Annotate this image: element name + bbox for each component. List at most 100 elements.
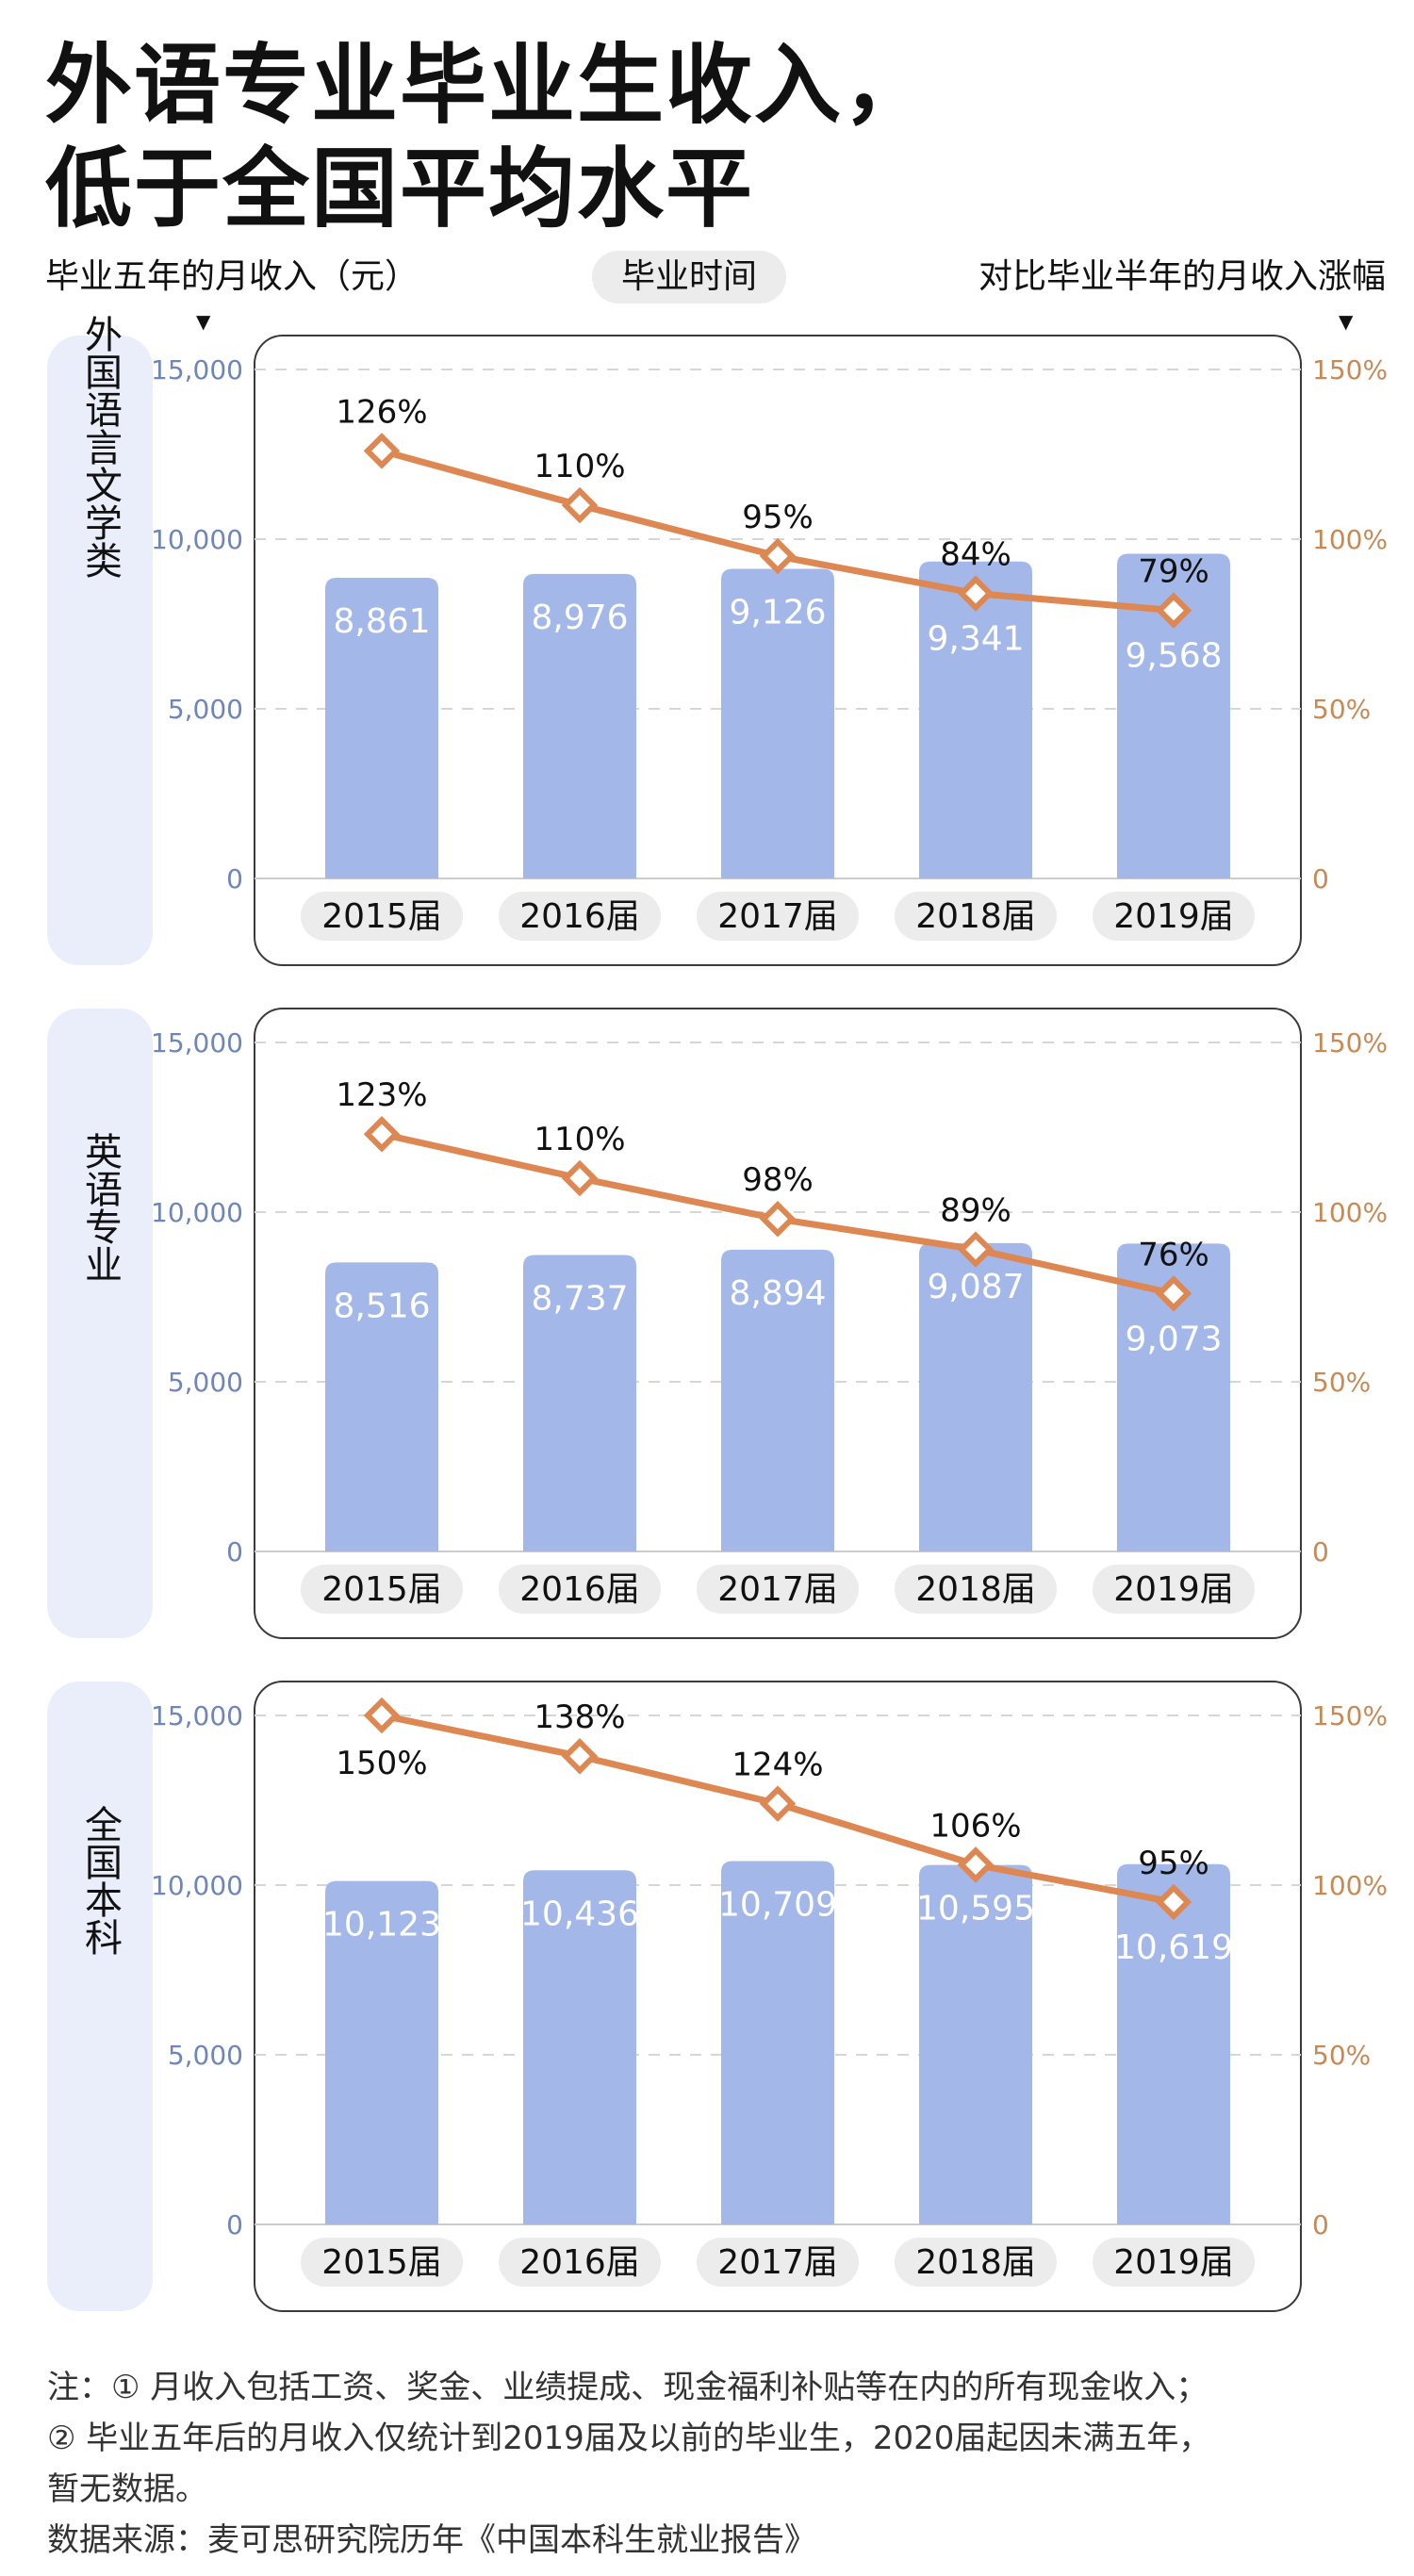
line-value-label: 106% <box>929 1807 1021 1845</box>
bar-value-label: 9,087 <box>927 1268 1024 1306</box>
category-label: 2017届 <box>717 1570 838 1609</box>
bar-value-label: 10,619 <box>1114 1928 1233 1967</box>
left-axis-tick-label: 10,000 <box>151 1197 243 1228</box>
category-label: 2015届 <box>321 897 442 936</box>
bar-value-label: 9,568 <box>1125 637 1222 676</box>
note-line-1: 注：① 月收入包括工资、奖金、业绩提成、现金福利补贴等在内的所有现金收入； <box>47 2369 1208 2406</box>
line-point <box>759 537 797 575</box>
category-label: 2017届 <box>717 2243 838 2282</box>
time-axis-header: 毕业时间 <box>592 251 786 304</box>
line-value-label: 89% <box>940 1192 1011 1230</box>
category-label: 2015届 <box>321 1570 442 1609</box>
left-axis-tick-label: 5,000 <box>168 694 243 725</box>
line-value-label: 150% <box>336 1745 427 1782</box>
bar <box>325 578 438 878</box>
left-axis-tick-label: 15,000 <box>151 354 243 386</box>
category-pill <box>499 892 661 941</box>
category-label: 2016届 <box>519 2243 640 2282</box>
bar <box>325 1880 438 2224</box>
category-label: 2018届 <box>915 897 1036 936</box>
right-axis-tick-label: 50% <box>1312 2040 1371 2071</box>
category-label: 2018届 <box>915 1570 1036 1609</box>
note-line-2: ② 毕业五年后的月收入仅统计到2019届及以前的毕业生，2020届起因未满五年， <box>47 2420 1211 2457</box>
bar <box>919 561 1032 878</box>
category-pill <box>301 892 463 941</box>
right-axis-tick-label: 150% <box>1312 1700 1388 1731</box>
chart-panel-foreign-language: 外国语言文学类 0 5,000 10,000 15,000 0 50% 100% 150% 8,8… <box>0 315 1414 971</box>
category-label: 2015届 <box>321 2243 442 2282</box>
category-pill <box>697 1565 859 1614</box>
source-line: 数据来源：麦可思研究院历年《中国本科生就业报告》 <box>47 2521 816 2559</box>
bar-value-label: 10,709 <box>718 1885 837 1924</box>
category-label: 2019届 <box>1113 2243 1234 2282</box>
bar <box>919 1864 1032 2224</box>
line-value-label: 84% <box>940 536 1011 574</box>
left-axis-tick-label: 15,000 <box>151 1700 243 1731</box>
chart-svg-foreign-language: 外国语言文学类 0 5,000 10,000 15,000 0 50% 100% 150% 8,8… <box>47 315 1388 966</box>
line-point <box>561 1159 599 1197</box>
bar-value-label: 8,976 <box>531 599 628 637</box>
bar-value-label: 10,123 <box>322 1906 441 1944</box>
title-line-2: 低于全国平均水平 <box>45 139 755 239</box>
category-pill <box>895 1565 1057 1614</box>
category-pill <box>895 892 1057 941</box>
panel-label-background <box>47 336 153 965</box>
page-title: 外语专业毕业生收入， 低于全国平均水平 <box>45 34 1365 241</box>
category-label: 2016届 <box>519 1570 640 1609</box>
line-value-label: 123% <box>336 1076 427 1114</box>
bar-value-label: 9,073 <box>1125 1320 1222 1358</box>
line-point <box>363 1697 401 1734</box>
panel-label-background <box>47 1682 153 2311</box>
plot-frame <box>254 1008 1302 1639</box>
category-label: 2017届 <box>717 897 838 936</box>
line-value-label: 76% <box>1138 1236 1209 1273</box>
bar-value-label: 10,436 <box>520 1895 639 1933</box>
category-label: 2016届 <box>519 897 640 936</box>
category-label: 2018届 <box>915 2243 1036 2282</box>
panel-label-background <box>47 1009 153 1638</box>
chart-svg-english: 英语专业 0 5,000 10,000 15,000 0 50% 100% 150% 8,516 8… <box>47 1008 1388 1639</box>
left-axis-tick-label: 15,000 <box>151 1027 243 1058</box>
left-axis-tick-label: 5,000 <box>168 1367 243 1398</box>
category-label: 2019届 <box>1113 897 1234 936</box>
right-axis-tick-label: 0 <box>1312 863 1329 894</box>
plot-frame <box>254 1681 1302 2312</box>
right-axis-tick-label: 150% <box>1312 1027 1388 1058</box>
right-axis-header: 对比毕业半年的月收入涨幅 <box>978 257 1386 296</box>
line-point <box>561 486 599 524</box>
right-axis-tick-label: 150% <box>1312 354 1388 386</box>
line-point <box>1155 1275 1192 1312</box>
line-point <box>561 1737 599 1775</box>
left-axis-tick-label: 0 <box>226 1536 243 1567</box>
chart-panel-english: 英语专业 0 5,000 10,000 15,000 0 50% 100% 150% 8,516 8… <box>0 1003 1414 1644</box>
category-label: 2019届 <box>1113 1570 1234 1609</box>
right-axis-tick-label: 100% <box>1312 1197 1388 1228</box>
bar <box>1117 1863 1230 2224</box>
left-axis-tick-label: 5,000 <box>168 2040 243 2071</box>
category-pill <box>895 2238 1057 2287</box>
line-point <box>957 1846 995 1883</box>
line-value-label: 95% <box>1138 1845 1209 1882</box>
line-value-label: 124% <box>732 1747 823 1784</box>
line-point <box>1155 592 1192 629</box>
right-axis-tick-label: 0 <box>1312 1536 1329 1567</box>
right-axis-tick-label: 50% <box>1312 1367 1371 1398</box>
line-value-label: 79% <box>1138 553 1209 591</box>
category-pill <box>697 892 859 941</box>
bar-value-label: 10,595 <box>916 1890 1035 1928</box>
line-point <box>957 575 995 612</box>
title-line-1: 外语专业毕业生收入， <box>45 35 932 136</box>
bar <box>523 573 636 878</box>
left-axis-header: 毕业五年的月收入（元） <box>45 257 419 296</box>
chart-svg-national: 全国本科 0 5,000 10,000 15,000 0 50% 100% 150% 10,123… <box>47 1681 1388 2312</box>
bar-value-label: 9,126 <box>729 593 826 632</box>
line-value-label: 126% <box>336 393 427 431</box>
line-value-label: 110% <box>534 448 625 485</box>
category-pill <box>301 2238 463 2287</box>
line-value-label: 110% <box>534 1121 625 1158</box>
right-axis-tick-label: 50% <box>1312 694 1371 725</box>
bar <box>1117 1243 1230 1551</box>
category-pill <box>1093 2238 1255 2287</box>
plot-frame <box>254 335 1302 966</box>
line-value-label: 98% <box>742 1161 814 1199</box>
